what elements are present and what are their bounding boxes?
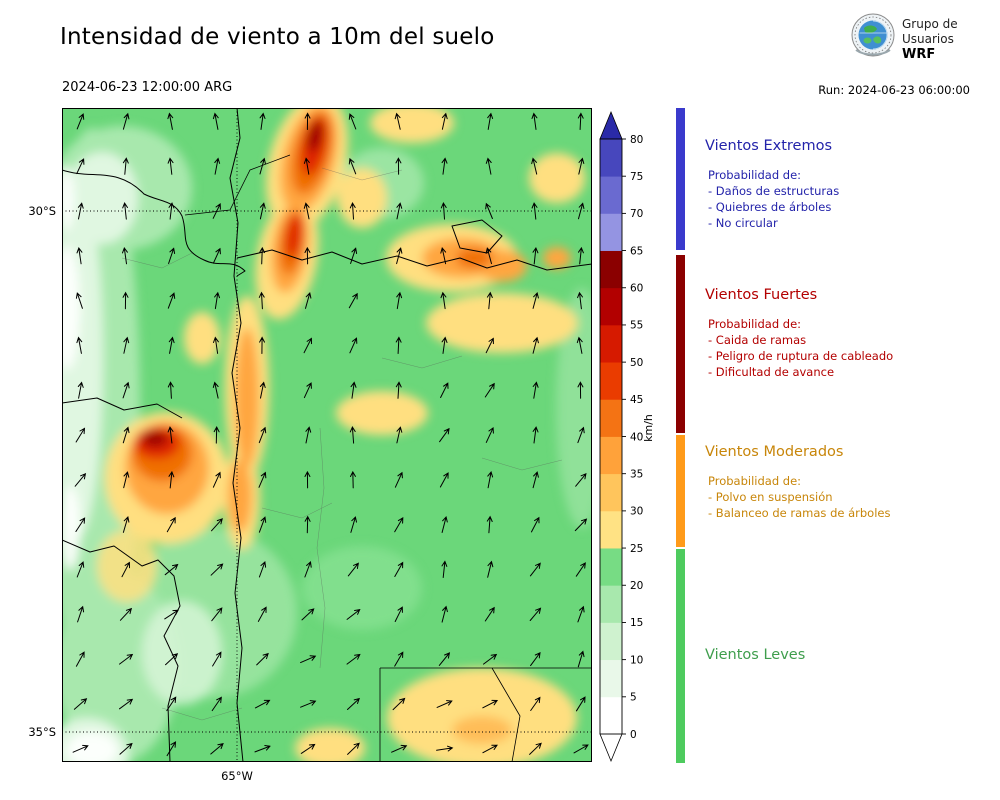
legend-line: - Balanceo de ramas de árboles	[708, 506, 891, 520]
legend-section-title: Vientos Fuertes	[705, 287, 818, 303]
legend-line: Probabilidad de:	[708, 168, 802, 182]
province-boundaries	[62, 108, 592, 762]
model-run-label: Run: 2024-06-23 06:00:00	[818, 83, 970, 97]
legend-line: - Daños de estructuras	[708, 184, 840, 198]
colorbar-segment	[600, 250, 622, 289]
page-title: Intensidad de viento a 10m del suelo	[60, 24, 495, 50]
legend-category-bar	[676, 435, 685, 547]
y-tick-30s: 30°S	[28, 204, 56, 218]
colorbar-tick-label: 20	[630, 580, 643, 592]
colorbar-segment	[600, 324, 622, 363]
colorbar: 0 5 10 15 20 25 30 35 40 45 50 55 60 65 70 75 80	[599, 110, 643, 763]
y-tick-35s: 35°S	[28, 725, 56, 739]
colorbar-segment	[600, 696, 622, 735]
legend-section-title: Vientos Moderados	[705, 444, 844, 460]
colorbar-segment	[600, 585, 622, 623]
wind-map	[62, 108, 592, 762]
colorbar-segment	[600, 510, 622, 549]
colorbar-tick-label: 75	[630, 171, 643, 183]
legend-line: Probabilidad de:	[708, 474, 802, 488]
legend-line: - Polvo en suspensión	[708, 490, 833, 504]
legend-section: Vientos Fuertes Probabilidad de: - Caida d…	[705, 287, 1000, 380]
wrf-globe-logo-icon	[850, 12, 896, 64]
legend-category-bar	[676, 108, 685, 250]
colorbar-extend-bottom	[599, 733, 623, 763]
legend-section: Vientos Extremos Probabilidad de: - Daños …	[705, 138, 1000, 231]
colorbar-tick-label: 30	[630, 506, 643, 518]
department-boundaries	[121, 167, 563, 721]
colorbar-tick-label: 65	[630, 245, 643, 257]
colorbar-tick-label: 70	[630, 208, 643, 220]
colorbar-segment	[600, 473, 622, 512]
colorbar-segment	[600, 548, 622, 586]
colorbar-unit-label: km/h	[642, 414, 655, 442]
colorbar-segment	[600, 622, 622, 661]
colorbar-tick-label: 0	[630, 729, 637, 741]
legend-section-lines: Probabilidad de: - Polvo en suspensión - B…	[705, 473, 1000, 521]
x-tick-65w: 65°W	[221, 769, 253, 783]
colorbar-tick-label: 5	[630, 692, 637, 704]
colorbar-segment	[600, 139, 622, 177]
legend-category-bar	[676, 549, 685, 763]
legend-section-title: Vientos Extremos	[705, 138, 833, 154]
legend-line: - Dificultad de avance	[708, 365, 835, 379]
colorbar-segment	[600, 213, 622, 251]
legend-section-lines: Probabilidad de: - Caida de ramas - Peligr…	[705, 316, 1000, 380]
colorbar-tick-label: 45	[630, 394, 643, 406]
colorbar-segment	[600, 287, 622, 326]
colorbar-tick-label: 50	[630, 357, 643, 369]
legend-category-bar	[676, 255, 685, 433]
legend-section: Vientos Leves	[705, 647, 1000, 663]
colorbar-tick-label: 80	[630, 134, 643, 146]
colorbar-tick-label: 10	[630, 654, 643, 666]
colorbar-segment	[600, 176, 622, 214]
legend-line: - No circular	[708, 216, 778, 230]
graticule	[62, 108, 592, 762]
colorbar-tick-label: 35	[630, 468, 643, 480]
logo-text-line2: Usuarios	[902, 32, 954, 46]
legend-section-title: Vientos Leves	[705, 647, 806, 663]
legend-section-lines: Probabilidad de: - Daños de estructuras - …	[705, 167, 1000, 231]
legend-line: - Caida de ramas	[708, 333, 807, 347]
colorbar-segment	[600, 436, 622, 475]
colorbar-tick-label: 40	[630, 431, 643, 443]
colorbar-tick-label: 15	[630, 617, 643, 629]
colorbar-extend-top	[599, 110, 623, 140]
wind-arrows	[72, 112, 589, 757]
legend-line: - Quiebres de árboles	[708, 200, 832, 214]
colorbar-tick-label: 60	[630, 283, 643, 295]
legend-section: Vientos Moderados Probabilidad de: - Polvo…	[705, 444, 1000, 521]
logo-text-line1: Grupo de	[902, 17, 958, 31]
colorbar-segment	[600, 659, 622, 698]
colorbar-tick-label: 25	[630, 543, 643, 555]
logo-text-line3: WRF	[902, 47, 936, 62]
legend-line: Probabilidad de:	[708, 317, 802, 331]
colorbar-tick-label: 55	[630, 320, 643, 332]
legend-line: - Peligro de ruptura de cableado	[708, 349, 894, 363]
valid-datetime: 2024-06-23 12:00:00 ARG	[62, 80, 233, 95]
colorbar-segment	[600, 362, 622, 400]
colorbar-segment	[600, 399, 622, 437]
